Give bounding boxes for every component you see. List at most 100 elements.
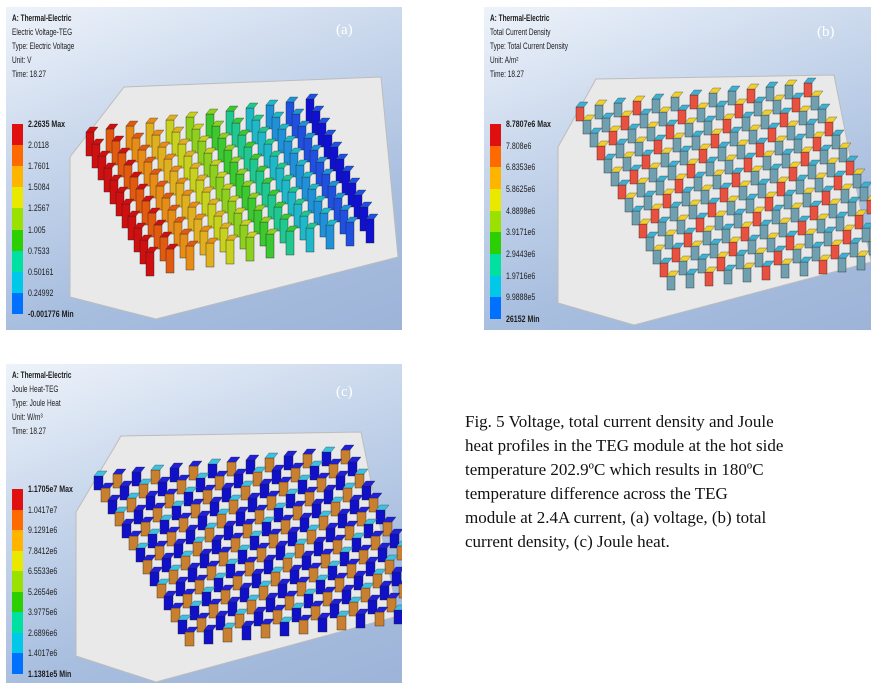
- module-leg-top: [676, 214, 690, 221]
- module-leg-top: [308, 562, 323, 569]
- module-leg: [795, 179, 805, 195]
- module-leg-top: [627, 123, 641, 130]
- module-leg-top: [179, 228, 193, 235]
- module-leg-top: [321, 446, 336, 453]
- module-leg-top: [799, 256, 813, 263]
- module-leg-top: [365, 556, 380, 563]
- module-leg: [760, 114, 770, 130]
- module-leg-top: [161, 192, 175, 199]
- module-leg-top: [353, 189, 367, 196]
- module-leg: [793, 138, 803, 154]
- module-leg-top: [279, 213, 293, 220]
- module-leg: [709, 243, 719, 259]
- module-leg: [803, 82, 813, 98]
- module-leg: [778, 222, 788, 238]
- module-leg-top: [115, 186, 129, 193]
- module-leg: [693, 176, 703, 192]
- module-leg-top: [253, 204, 267, 211]
- module-leg: [685, 273, 695, 289]
- module-leg-top: [257, 126, 271, 133]
- legend-value: 1.005: [28, 224, 46, 235]
- module-leg-top: [241, 620, 256, 627]
- module-leg: [764, 196, 774, 212]
- module-leg-top: [245, 231, 259, 238]
- module-leg: [365, 218, 375, 244]
- module-leg: [733, 213, 743, 229]
- legend-color-swatch: [490, 145, 501, 168]
- module-leg-top: [684, 117, 698, 124]
- module-leg-top: [651, 93, 665, 100]
- module-leg-top: [624, 192, 638, 199]
- module-leg: [804, 233, 814, 249]
- module-leg-top: [230, 532, 245, 539]
- module-leg-top: [259, 216, 273, 223]
- module-leg: [666, 275, 676, 291]
- module-leg-top: [183, 150, 197, 157]
- module-leg-top: [247, 192, 261, 199]
- module-leg-top: [726, 195, 740, 202]
- module-leg-top: [123, 159, 137, 166]
- module-leg: [665, 124, 675, 140]
- panel-b-info: A: Thermal-Electric Total Current Densit…: [490, 11, 568, 81]
- module-leg-top: [317, 612, 332, 619]
- module-leg: [677, 109, 687, 125]
- module-leg-top: [795, 174, 809, 181]
- module-leg: [781, 153, 791, 169]
- module-leg-top: [698, 143, 712, 150]
- module-leg-top: [151, 129, 165, 136]
- panel-a-system: A: Thermal-Electric: [12, 13, 72, 23]
- module-leg-top: [133, 222, 147, 229]
- module-leg-top: [199, 548, 214, 555]
- module-leg-top: [731, 167, 745, 174]
- module-leg: [398, 583, 402, 599]
- module-leg-top: [695, 212, 709, 219]
- module-leg-top: [178, 512, 193, 519]
- module-leg-top: [193, 213, 207, 220]
- module-leg-top: [201, 186, 215, 193]
- module-leg-top: [207, 198, 221, 205]
- module-leg-top: [819, 144, 833, 151]
- module-leg-top: [261, 177, 275, 184]
- module-leg: [821, 190, 831, 206]
- module-leg: [759, 224, 769, 240]
- module-leg-top: [315, 156, 329, 163]
- module-leg-top: [291, 602, 306, 609]
- module-leg-top: [804, 228, 818, 235]
- module-leg: [856, 255, 866, 271]
- module-leg-top: [360, 582, 375, 589]
- module-leg-top: [219, 222, 233, 229]
- module-leg-top: [771, 204, 785, 211]
- module-leg-top: [613, 97, 627, 104]
- module-leg: [594, 104, 604, 120]
- module-leg-top: [329, 598, 344, 605]
- module-leg-top: [293, 198, 307, 205]
- module-leg-top: [315, 574, 330, 581]
- module-leg: [700, 189, 710, 205]
- module-leg: [847, 201, 857, 217]
- legend-value: 4.8898e6: [506, 205, 536, 216]
- legend-color-swatch: [12, 530, 23, 552]
- module-leg-top: [355, 608, 370, 615]
- module-leg-top: [375, 504, 390, 511]
- module-leg-top: [176, 474, 191, 481]
- module-leg: [298, 619, 309, 635]
- module-leg: [724, 159, 734, 175]
- module-leg: [714, 215, 724, 231]
- module-leg-top: [714, 210, 728, 217]
- module-leg: [705, 161, 715, 177]
- module-leg-top: [226, 456, 241, 463]
- module-leg-top: [223, 144, 237, 151]
- module-leg: [717, 146, 727, 162]
- module-leg: [660, 152, 670, 168]
- module-leg-top: [231, 117, 245, 124]
- legend-value: 9.9888e5: [506, 292, 536, 303]
- module-leg-top: [662, 188, 676, 195]
- module-leg: [615, 143, 625, 159]
- module-leg-top: [361, 480, 376, 487]
- module-leg: [716, 256, 726, 272]
- module-leg-top: [97, 150, 111, 157]
- legend-value: 1.9716e6: [506, 270, 536, 281]
- module-leg-top: [746, 83, 760, 90]
- panel-b-system: A: Thermal-Electric: [490, 13, 550, 23]
- module-leg-top: [634, 136, 648, 143]
